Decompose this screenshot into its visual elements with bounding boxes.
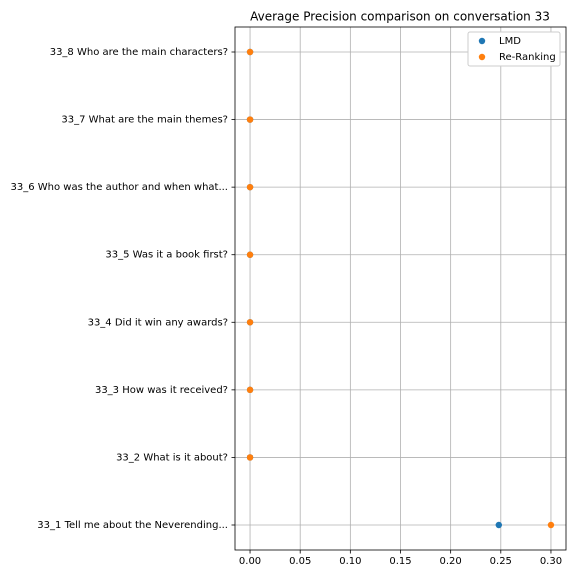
point <box>547 521 555 529</box>
legend-marker <box>478 53 486 61</box>
point <box>246 116 254 123</box>
x-tick-label: 0.30 <box>540 556 562 567</box>
y-tick-label: 33_5 Was it a book first? <box>105 250 228 261</box>
legend-label: LMD <box>499 36 521 47</box>
x-tick-label: 0.15 <box>389 556 411 567</box>
x-tick-label: 0.00 <box>239 556 261 567</box>
y-tick-label: 33_7 What are the main themes? <box>61 115 228 126</box>
chart-title: Average Precision comparison on conversa… <box>250 10 550 24</box>
legend-label: Re-Ranking <box>499 52 556 63</box>
point <box>246 183 254 191</box>
y-tick-label: 33_1 Tell me about the Neverending... <box>37 520 228 531</box>
y-tick-label: 33_6 Who was the author and when what... <box>11 182 229 193</box>
x-tick-label: 0.05 <box>289 556 311 567</box>
point <box>246 251 254 258</box>
y-tick-label: 33_4 Did it win any awards? <box>88 317 228 328</box>
x-tick-label: 0.20 <box>440 556 462 567</box>
x-tick-label: 0.10 <box>339 556 361 567</box>
point <box>495 521 502 529</box>
y-tick-label: 33_8 Who are the main characters? <box>50 47 228 58</box>
x-tick-label: 0.25 <box>490 556 512 567</box>
legend-box <box>467 31 561 67</box>
y-tick-label: 33_2 What is it about? <box>116 452 228 463</box>
plot-frame <box>234 26 567 551</box>
point <box>246 386 254 394</box>
y-tick-label: 33_3 How was it received? <box>95 385 228 396</box>
point <box>246 48 254 56</box>
point <box>246 454 254 461</box>
point <box>246 319 254 326</box>
legend-marker <box>478 37 486 45</box>
